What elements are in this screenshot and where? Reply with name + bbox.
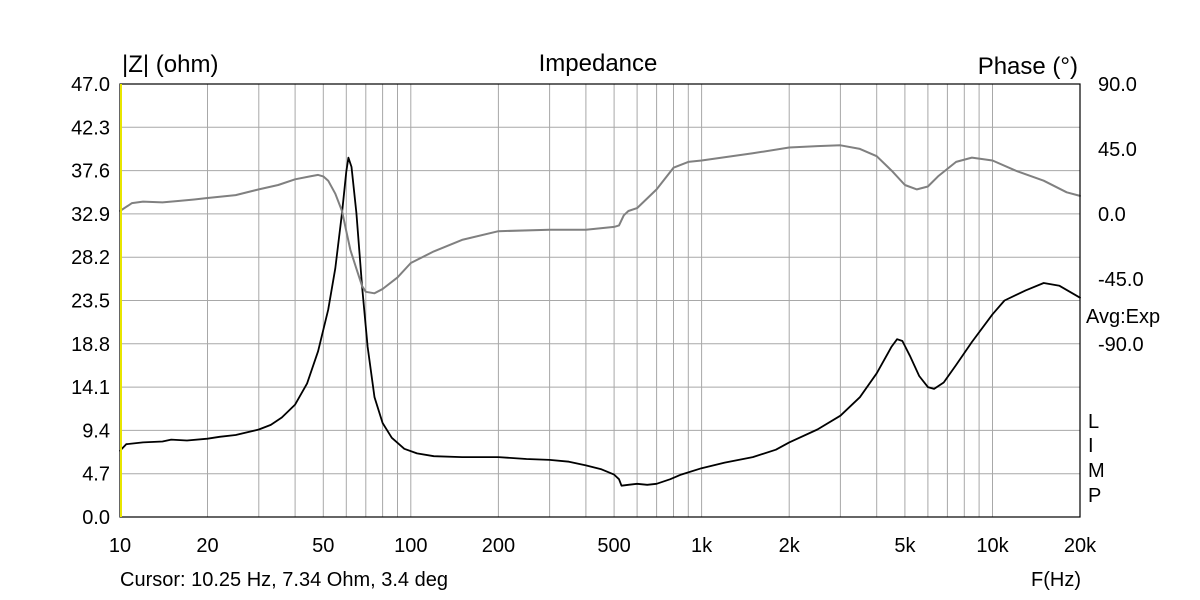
cursor-readout: Cursor: 10.25 Hz, 7.34 Ohm, 3.4 deg	[120, 569, 448, 591]
x-tick-label: 2k	[779, 535, 801, 557]
x-tick-label: 500	[597, 535, 630, 557]
y-tick-label-left: 37.6	[71, 161, 110, 183]
side-letter-i: I	[1088, 435, 1094, 457]
x-tick-label: 10	[109, 535, 131, 557]
y-tick-label-left: 42.3	[71, 117, 110, 139]
right-axis-label: Phase (°)	[978, 53, 1078, 80]
x-tick-label: 100	[394, 535, 427, 557]
y-tick-label-left: 47.0	[71, 74, 110, 96]
y-tick-label-right: 90.0	[1098, 74, 1137, 96]
x-tick-label: 20	[196, 535, 218, 557]
y-tick-label-right: 0.0	[1098, 204, 1126, 226]
x-tick-label: 200	[482, 535, 515, 557]
y-tick-label-left: 0.0	[82, 507, 110, 529]
y-tick-label-left: 4.7	[82, 464, 110, 486]
y-tick-label-left: 14.1	[71, 377, 110, 399]
x-tick-label: 20k	[1064, 535, 1097, 557]
side-letter-m: M	[1088, 460, 1105, 482]
x-tick-label: 10k	[976, 535, 1009, 557]
impedance-curve	[119, 156, 1081, 487]
chart-title: Impedance	[539, 50, 658, 77]
y-tick-label-right: -45.0	[1098, 269, 1144, 291]
left-axis-label: |Z| (ohm)	[122, 51, 218, 78]
averaging-label: Avg:Exp	[1086, 306, 1160, 328]
x-axis-label: F(Hz)	[1031, 569, 1081, 591]
x-tick-label: 5k	[894, 535, 916, 557]
grid-lines	[120, 84, 1080, 517]
side-letter-p: P	[1088, 485, 1101, 507]
y-tick-label-left: 32.9	[71, 204, 110, 226]
y-tick-label-right: 45.0	[1098, 139, 1137, 161]
x-tick-label: 1k	[691, 535, 713, 557]
y-tick-label-left: 9.4	[82, 420, 110, 442]
y-tick-label-left: 18.8	[71, 334, 110, 356]
y-tick-label-left: 23.5	[71, 291, 110, 313]
y-tick-label-left: 28.2	[71, 247, 110, 269]
x-tick-label: 50	[312, 535, 334, 557]
phase-curve	[119, 144, 1081, 295]
y-tick-label-right: -90.0	[1098, 334, 1144, 356]
side-letter-l: L	[1088, 411, 1099, 433]
tick-labels: 0.0 4.7 9.4 14.1 18.8 23.5 28.2 32.9 37.6 42.3 47.…	[71, 74, 1144, 557]
curves	[119, 144, 1081, 487]
